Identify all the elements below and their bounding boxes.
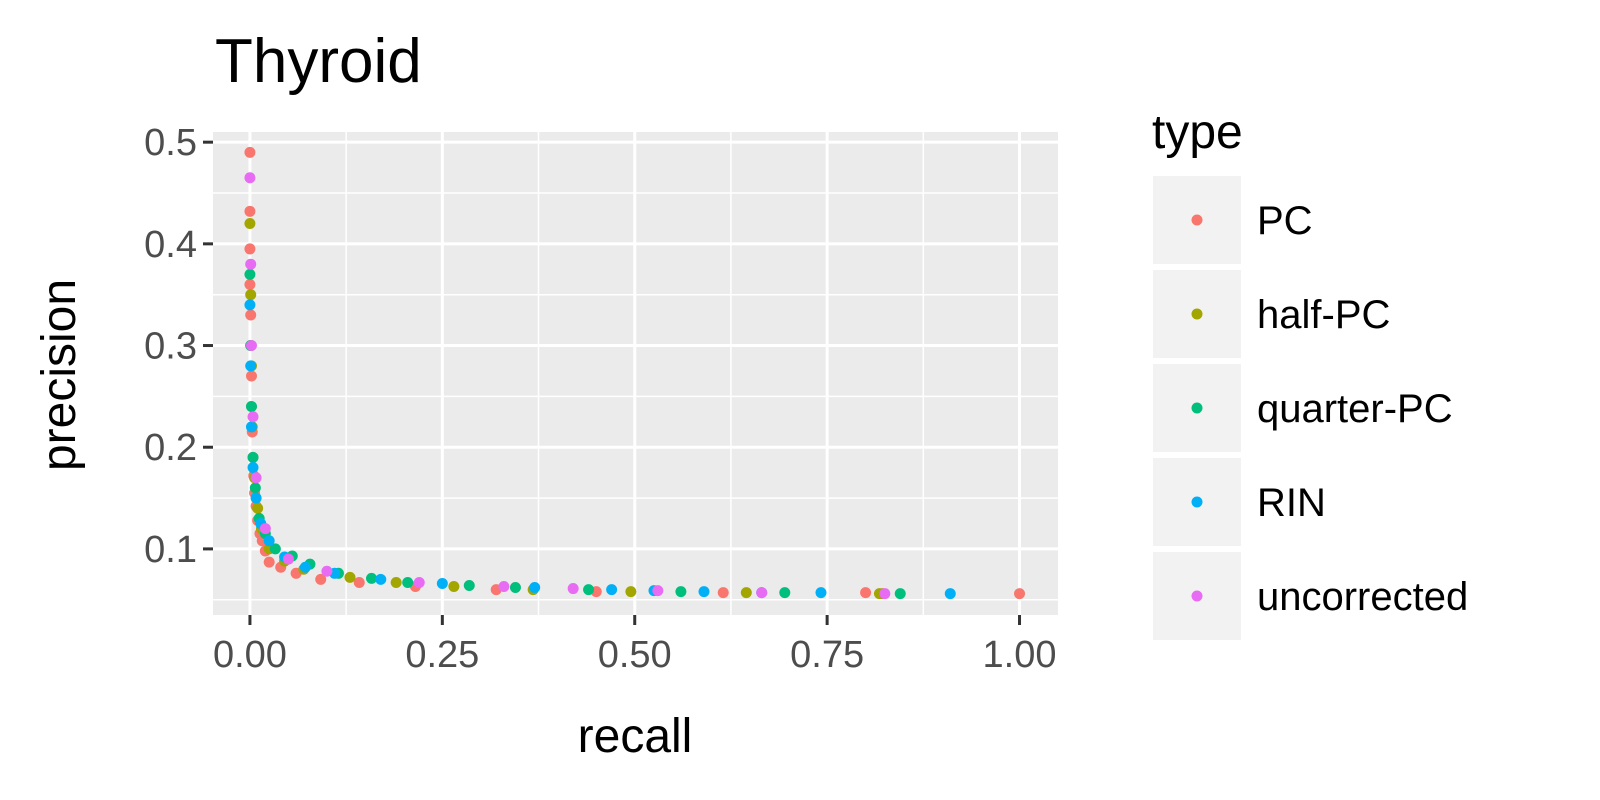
x-axis: 0.00 0.25 0.50 0.75 1.00 (213, 615, 1057, 676)
point-quarter-pc (675, 586, 687, 598)
point-pc (263, 556, 275, 568)
x-tick-label: 0.25 (405, 634, 479, 676)
legend-swatch (1191, 590, 1203, 602)
legend-swatch (1191, 308, 1203, 320)
point-pc (244, 279, 256, 291)
point-half-pc (245, 289, 257, 301)
point-quarter-pc (509, 582, 521, 594)
point-uncorrected (879, 588, 891, 600)
x-tick-label: 0.50 (598, 634, 672, 676)
legend-swatch (1191, 496, 1203, 508)
point-half-pc (740, 587, 752, 599)
point-rin (244, 299, 256, 311)
point-half-pc (344, 571, 356, 583)
x-axis-title: recall (578, 710, 693, 763)
legend-label: half-PC (1257, 293, 1390, 337)
point-quarter-pc (245, 401, 257, 413)
x-tick-label: 0.75 (790, 634, 864, 676)
point-pc (860, 587, 872, 599)
legend: type PC half-PC quarter-PC RIN uncorrected (1152, 106, 1468, 640)
point-quarter-pc (366, 572, 378, 584)
point-half-pc (625, 586, 637, 598)
point-half-pc (390, 576, 402, 588)
point-uncorrected (282, 553, 294, 565)
point-pc (245, 309, 257, 321)
point-uncorrected (413, 576, 425, 588)
point-rin (247, 462, 259, 474)
point-quarter-pc (247, 451, 259, 463)
point-uncorrected (245, 340, 257, 352)
point-quarter-pc (463, 580, 475, 592)
y-axis-title: precision (33, 279, 86, 471)
y-tick-label: 0.4 (144, 224, 197, 266)
point-pc (245, 370, 257, 382)
point-rin (375, 573, 387, 585)
legend-swatch (1191, 214, 1203, 226)
point-quarter-pc (402, 576, 414, 588)
point-uncorrected (756, 587, 768, 599)
point-quarter-pc (779, 587, 791, 599)
x-tick-label: 1.00 (983, 634, 1057, 676)
point-rin (944, 588, 956, 600)
point-uncorrected (250, 472, 262, 484)
point-quarter-pc (269, 543, 281, 555)
legend-swatch (1191, 402, 1203, 414)
y-tick-label: 0.3 (144, 326, 197, 368)
point-uncorrected (247, 411, 259, 423)
point-uncorrected (652, 585, 664, 597)
point-rin (299, 561, 311, 573)
point-pc (315, 573, 327, 585)
y-tick-label: 0.1 (144, 529, 197, 571)
y-tick-label: 0.5 (144, 122, 197, 164)
point-rin (815, 587, 827, 599)
legend-label: RIN (1257, 481, 1326, 525)
legend-label: PC (1257, 199, 1313, 243)
legend-label: uncorrected (1257, 575, 1468, 619)
point-pc (353, 576, 365, 588)
point-rin (606, 584, 618, 596)
point-uncorrected (245, 258, 257, 270)
point-uncorrected (567, 583, 579, 595)
point-uncorrected (321, 565, 333, 577)
point-rin (245, 360, 257, 372)
point-rin (263, 535, 275, 547)
point-uncorrected (244, 172, 256, 184)
point-uncorrected (259, 523, 271, 535)
point-pc (244, 205, 256, 217)
y-axis: 0.1 0.2 0.3 0.4 0.5 (144, 122, 213, 571)
point-rin (529, 582, 541, 594)
point-quarter-pc (583, 584, 595, 596)
point-pc (717, 587, 729, 599)
y-tick-label: 0.2 (144, 427, 197, 469)
point-pc (244, 243, 256, 255)
point-pc (1014, 588, 1026, 600)
point-quarter-pc (244, 268, 256, 280)
point-half-pc (244, 218, 256, 230)
point-half-pc (448, 581, 460, 593)
point-quarter-pc (249, 482, 261, 494)
point-pc (244, 146, 256, 158)
point-rin (436, 577, 448, 589)
point-rin (698, 586, 710, 598)
legend-label: quarter-PC (1257, 387, 1453, 431)
point-rin (245, 421, 257, 433)
data-points (244, 146, 1026, 600)
x-tick-label: 0.00 (213, 634, 287, 676)
chart-title: Thyroid (215, 27, 422, 96)
point-half-pc (252, 502, 264, 514)
point-uncorrected (498, 581, 510, 593)
point-quarter-pc (894, 588, 906, 600)
point-rin (250, 492, 262, 504)
legend-title: type (1152, 106, 1243, 159)
